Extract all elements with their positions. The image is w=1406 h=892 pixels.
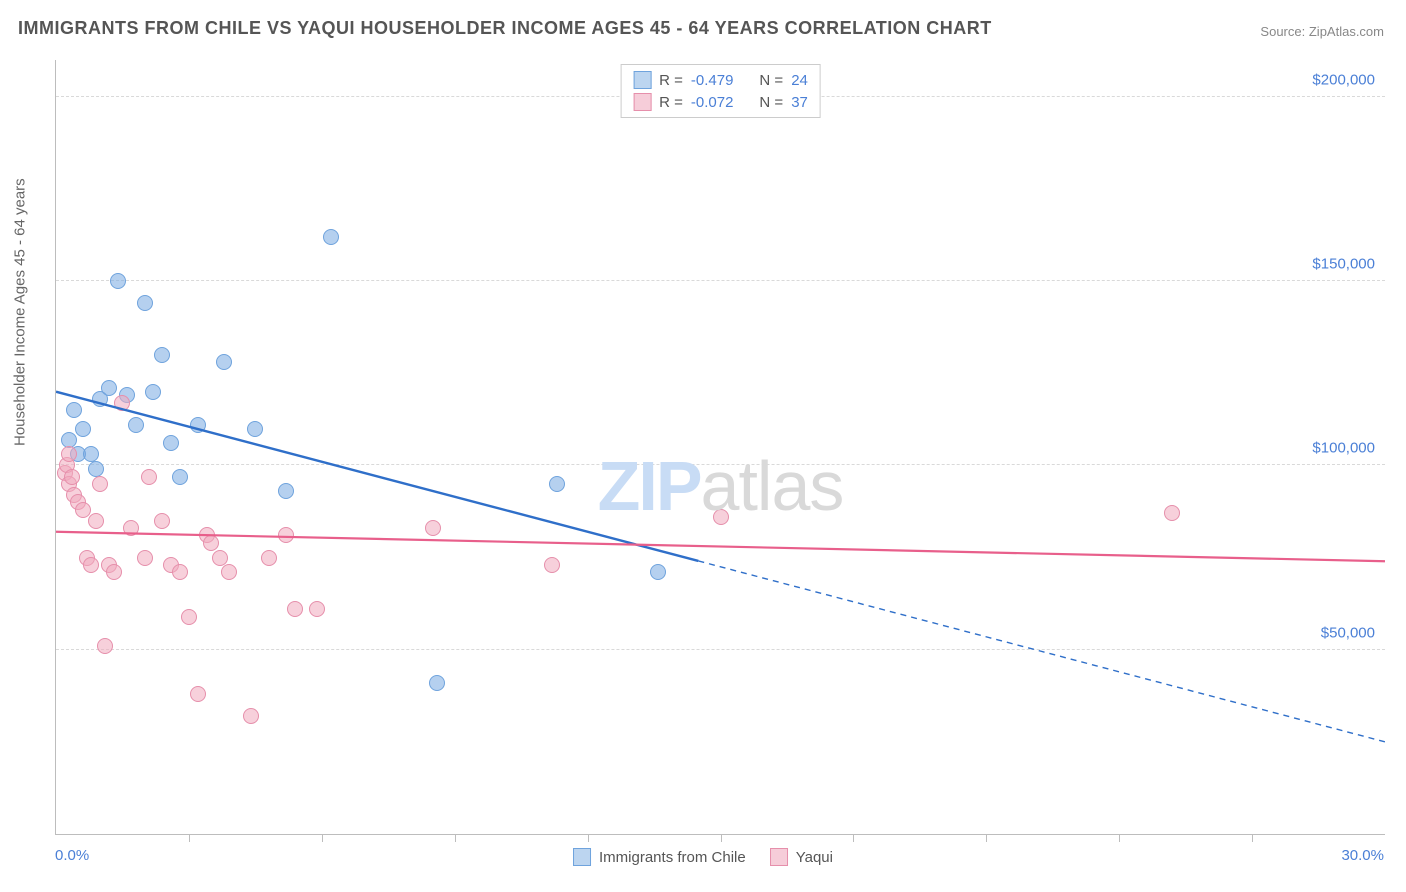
x-tick	[721, 834, 722, 842]
scatter-point	[123, 520, 139, 536]
scatter-point	[128, 417, 144, 433]
x-tick	[853, 834, 854, 842]
legend-item: Immigrants from Chile	[573, 848, 746, 866]
scatter-point	[190, 686, 206, 702]
scatter-point	[278, 527, 294, 543]
scatter-point	[203, 535, 219, 551]
scatter-point	[163, 435, 179, 451]
scatter-point	[544, 557, 560, 573]
x-tick	[322, 834, 323, 842]
r-value: -0.479	[691, 72, 734, 89]
scatter-point	[106, 564, 122, 580]
scatter-point	[75, 421, 91, 437]
scatter-point	[323, 229, 339, 245]
legend-swatch-pink	[633, 93, 651, 111]
scatter-point	[97, 638, 113, 654]
scatter-point	[181, 609, 197, 625]
legend-swatch-pink	[770, 848, 788, 866]
scatter-point	[154, 347, 170, 363]
source-attribution: Source: ZipAtlas.com	[1260, 24, 1384, 39]
legend-row: R = -0.072 N = 37	[633, 91, 808, 113]
scatter-point	[66, 402, 82, 418]
chart-container: IMMIGRANTS FROM CHILE VS YAQUI HOUSEHOLD…	[0, 0, 1406, 892]
scatter-point	[1164, 505, 1180, 521]
r-label: R =	[659, 94, 683, 111]
legend-label: Immigrants from Chile	[599, 849, 746, 866]
scatter-point	[75, 502, 91, 518]
scatter-point	[261, 550, 277, 566]
scatter-point	[101, 380, 117, 396]
scatter-point	[137, 550, 153, 566]
legend-swatch-blue	[573, 848, 591, 866]
gridline	[56, 464, 1385, 465]
gridline	[56, 649, 1385, 650]
x-tick	[189, 834, 190, 842]
scatter-point	[278, 483, 294, 499]
scatter-point	[110, 273, 126, 289]
x-axis-max-label: 30.0%	[1341, 847, 1384, 864]
y-tick-label: $200,000	[1312, 71, 1375, 88]
scatter-point	[64, 469, 80, 485]
y-tick-label: $100,000	[1312, 440, 1375, 457]
y-axis-title: Householder Income Ages 45 - 64 years	[12, 178, 29, 446]
scatter-point	[287, 601, 303, 617]
scatter-point	[309, 601, 325, 617]
scatter-point	[83, 557, 99, 573]
x-tick	[1119, 834, 1120, 842]
n-value: 24	[791, 72, 808, 89]
legend-row: R = -0.479 N = 24	[633, 69, 808, 91]
scatter-point	[88, 513, 104, 529]
scatter-point	[88, 461, 104, 477]
scatter-point	[61, 432, 77, 448]
y-tick-label: $150,000	[1312, 256, 1375, 273]
scatter-point	[141, 469, 157, 485]
scatter-point	[172, 469, 188, 485]
scatter-point	[212, 550, 228, 566]
scatter-point	[61, 446, 77, 462]
n-value: 37	[791, 94, 808, 111]
x-tick	[588, 834, 589, 842]
scatter-point	[172, 564, 188, 580]
x-axis-min-label: 0.0%	[55, 847, 89, 864]
scatter-point	[190, 417, 206, 433]
legend-label: Yaqui	[796, 849, 833, 866]
scatter-point	[221, 564, 237, 580]
scatter-point	[247, 421, 263, 437]
gridline	[56, 280, 1385, 281]
source-link[interactable]: ZipAtlas.com	[1309, 24, 1384, 39]
scatter-point	[216, 354, 232, 370]
scatter-point	[650, 564, 666, 580]
r-value: -0.072	[691, 94, 734, 111]
scatter-point	[425, 520, 441, 536]
scatter-point	[137, 295, 153, 311]
scatter-point	[154, 513, 170, 529]
source-label: Source:	[1260, 24, 1305, 39]
watermark-zip: ZIP	[598, 447, 701, 525]
correlation-legend: R = -0.479 N = 24 R = -0.072 N = 37	[620, 64, 821, 118]
y-tick-label: $50,000	[1321, 624, 1375, 641]
scatter-point	[114, 395, 130, 411]
plot-area: ZIPatlas R = -0.479 N = 24 R = -0.072 N …	[55, 60, 1385, 835]
scatter-point	[83, 446, 99, 462]
x-tick	[1252, 834, 1253, 842]
x-tick	[986, 834, 987, 842]
n-label: N =	[759, 94, 783, 111]
scatter-point	[92, 476, 108, 492]
chart-title: IMMIGRANTS FROM CHILE VS YAQUI HOUSEHOLD…	[18, 18, 992, 39]
scatter-point	[145, 384, 161, 400]
legend-item: Yaqui	[770, 848, 833, 866]
scatter-point	[243, 708, 259, 724]
x-tick	[455, 834, 456, 842]
legend-swatch-blue	[633, 71, 651, 89]
scatter-point	[713, 509, 729, 525]
series-legend: Immigrants from Chile Yaqui	[573, 848, 833, 866]
scatter-point	[549, 476, 565, 492]
r-label: R =	[659, 72, 683, 89]
n-label: N =	[759, 72, 783, 89]
scatter-point	[429, 675, 445, 691]
